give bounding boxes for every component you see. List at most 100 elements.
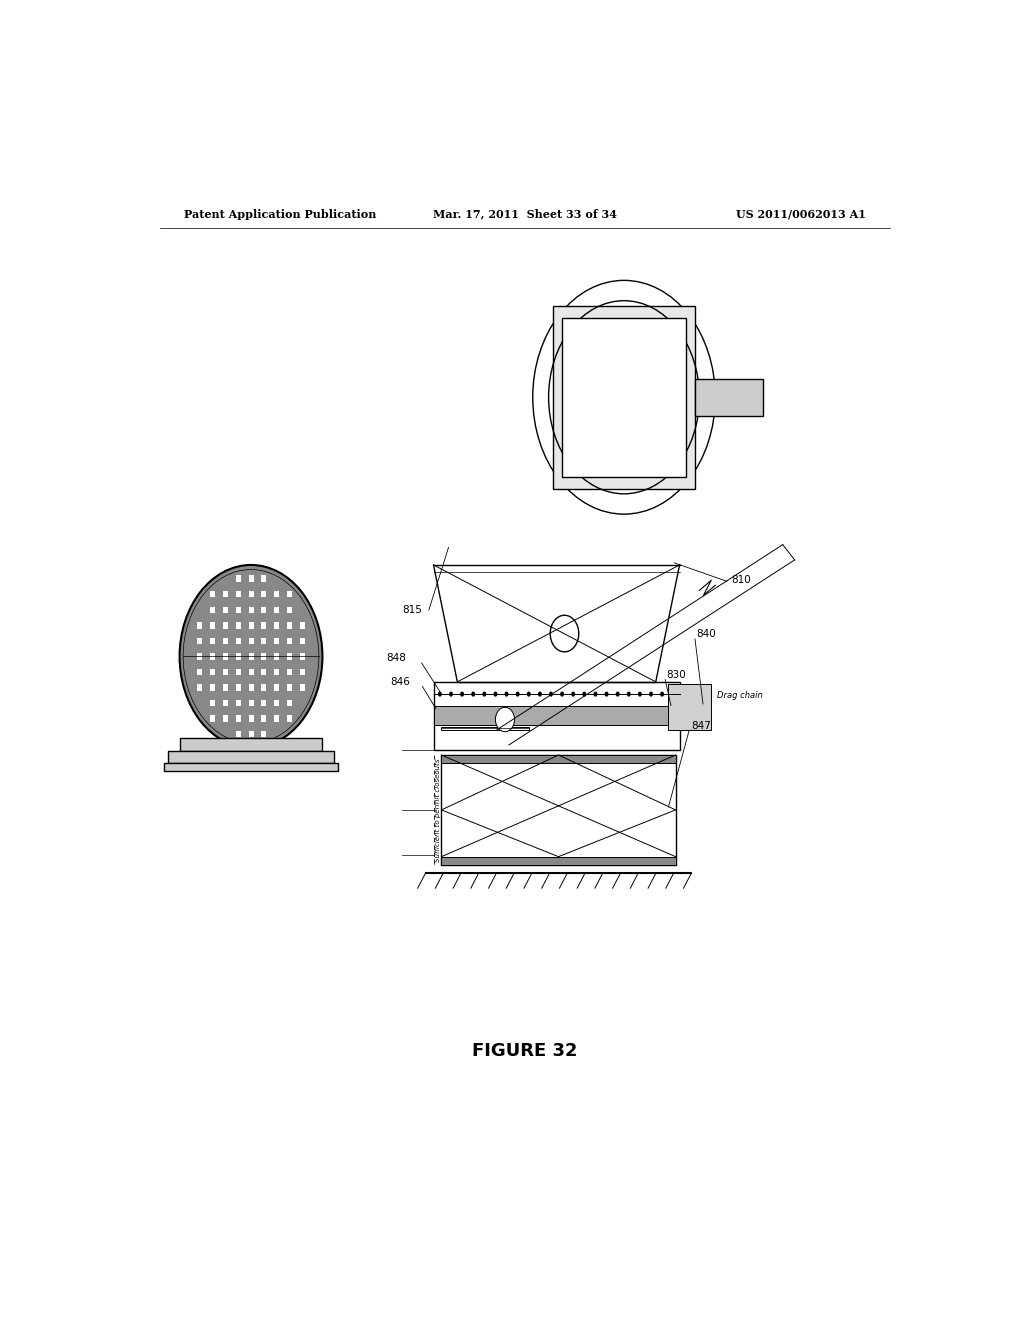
Circle shape (438, 692, 442, 697)
Text: 815: 815 (401, 605, 422, 615)
Bar (179, 738, 323, 751)
Bar (210, 684, 215, 690)
Bar (695, 379, 763, 416)
Bar (287, 684, 292, 690)
Bar (261, 700, 266, 706)
Bar (223, 715, 227, 722)
Bar (197, 622, 202, 628)
Bar (249, 731, 254, 738)
Bar (223, 638, 227, 644)
Text: Drag chain: Drag chain (717, 690, 763, 700)
Bar (287, 607, 292, 612)
Bar (274, 715, 280, 722)
Circle shape (638, 692, 642, 697)
Bar (300, 669, 305, 676)
Text: Patent Application Publication: Patent Application Publication (183, 209, 376, 220)
Circle shape (471, 692, 475, 697)
Circle shape (549, 692, 553, 697)
Bar (236, 591, 241, 598)
Text: 810: 810 (731, 576, 751, 585)
Bar (197, 638, 202, 644)
Bar (210, 653, 215, 660)
Bar (223, 669, 227, 676)
Bar (236, 607, 241, 612)
Bar (210, 669, 215, 676)
Text: 830: 830 (666, 669, 686, 680)
Bar (249, 638, 254, 644)
Bar (236, 669, 241, 676)
Bar (249, 653, 254, 660)
Bar (300, 638, 305, 644)
Bar (441, 755, 676, 865)
Bar (274, 669, 280, 676)
Bar (249, 622, 254, 628)
Bar (261, 638, 266, 644)
Text: 846: 846 (390, 677, 410, 686)
Circle shape (526, 692, 530, 697)
Bar (287, 653, 292, 660)
Bar (261, 622, 266, 628)
Bar (210, 607, 215, 612)
Bar (223, 653, 227, 660)
Bar (261, 715, 266, 722)
Bar (210, 622, 215, 628)
Bar (210, 591, 215, 598)
Circle shape (516, 692, 519, 697)
Bar (249, 591, 254, 598)
Bar (300, 653, 305, 660)
Bar (274, 700, 280, 706)
Circle shape (496, 708, 514, 731)
Circle shape (583, 692, 587, 697)
Bar (164, 763, 338, 771)
Bar (223, 607, 227, 612)
Bar (168, 751, 334, 763)
Bar (223, 684, 227, 690)
Circle shape (627, 692, 631, 697)
Text: FIGURE 32: FIGURE 32 (472, 1041, 578, 1060)
Bar (210, 700, 215, 706)
Bar (236, 638, 241, 644)
Bar (249, 700, 254, 706)
Bar (223, 622, 227, 628)
Text: Sufficient to permit closeouts: Sufficient to permit closeouts (434, 758, 440, 862)
Circle shape (615, 692, 620, 697)
Circle shape (649, 692, 653, 697)
Bar (441, 755, 676, 763)
Circle shape (179, 565, 323, 748)
Bar (261, 607, 266, 612)
Bar (261, 669, 266, 676)
Circle shape (460, 692, 464, 697)
Bar (249, 669, 254, 676)
Circle shape (560, 692, 564, 697)
Bar (236, 576, 241, 582)
Bar (287, 715, 292, 722)
Circle shape (594, 692, 597, 697)
Bar (287, 700, 292, 706)
Bar (274, 591, 280, 598)
Bar (197, 653, 202, 660)
Bar (197, 684, 202, 690)
Text: Mar. 17, 2011  Sheet 33 of 34: Mar. 17, 2011 Sheet 33 of 34 (433, 209, 616, 220)
Bar (300, 684, 305, 690)
Bar (249, 576, 254, 582)
Text: US 2011/0062013 A1: US 2011/0062013 A1 (736, 209, 866, 220)
Bar (287, 669, 292, 676)
Bar (236, 622, 241, 628)
Bar (223, 591, 227, 598)
Bar (274, 684, 280, 690)
Bar (261, 684, 266, 690)
Bar (236, 731, 241, 738)
Bar (287, 591, 292, 598)
Text: 847: 847 (691, 721, 712, 730)
Text: 840: 840 (696, 630, 716, 639)
Bar (236, 653, 241, 660)
Circle shape (482, 692, 486, 697)
Bar (433, 706, 680, 725)
Circle shape (449, 692, 453, 697)
Bar (274, 622, 280, 628)
Bar (668, 684, 712, 730)
Circle shape (660, 692, 665, 697)
Bar (300, 622, 305, 628)
Bar (197, 669, 202, 676)
Circle shape (505, 692, 509, 697)
